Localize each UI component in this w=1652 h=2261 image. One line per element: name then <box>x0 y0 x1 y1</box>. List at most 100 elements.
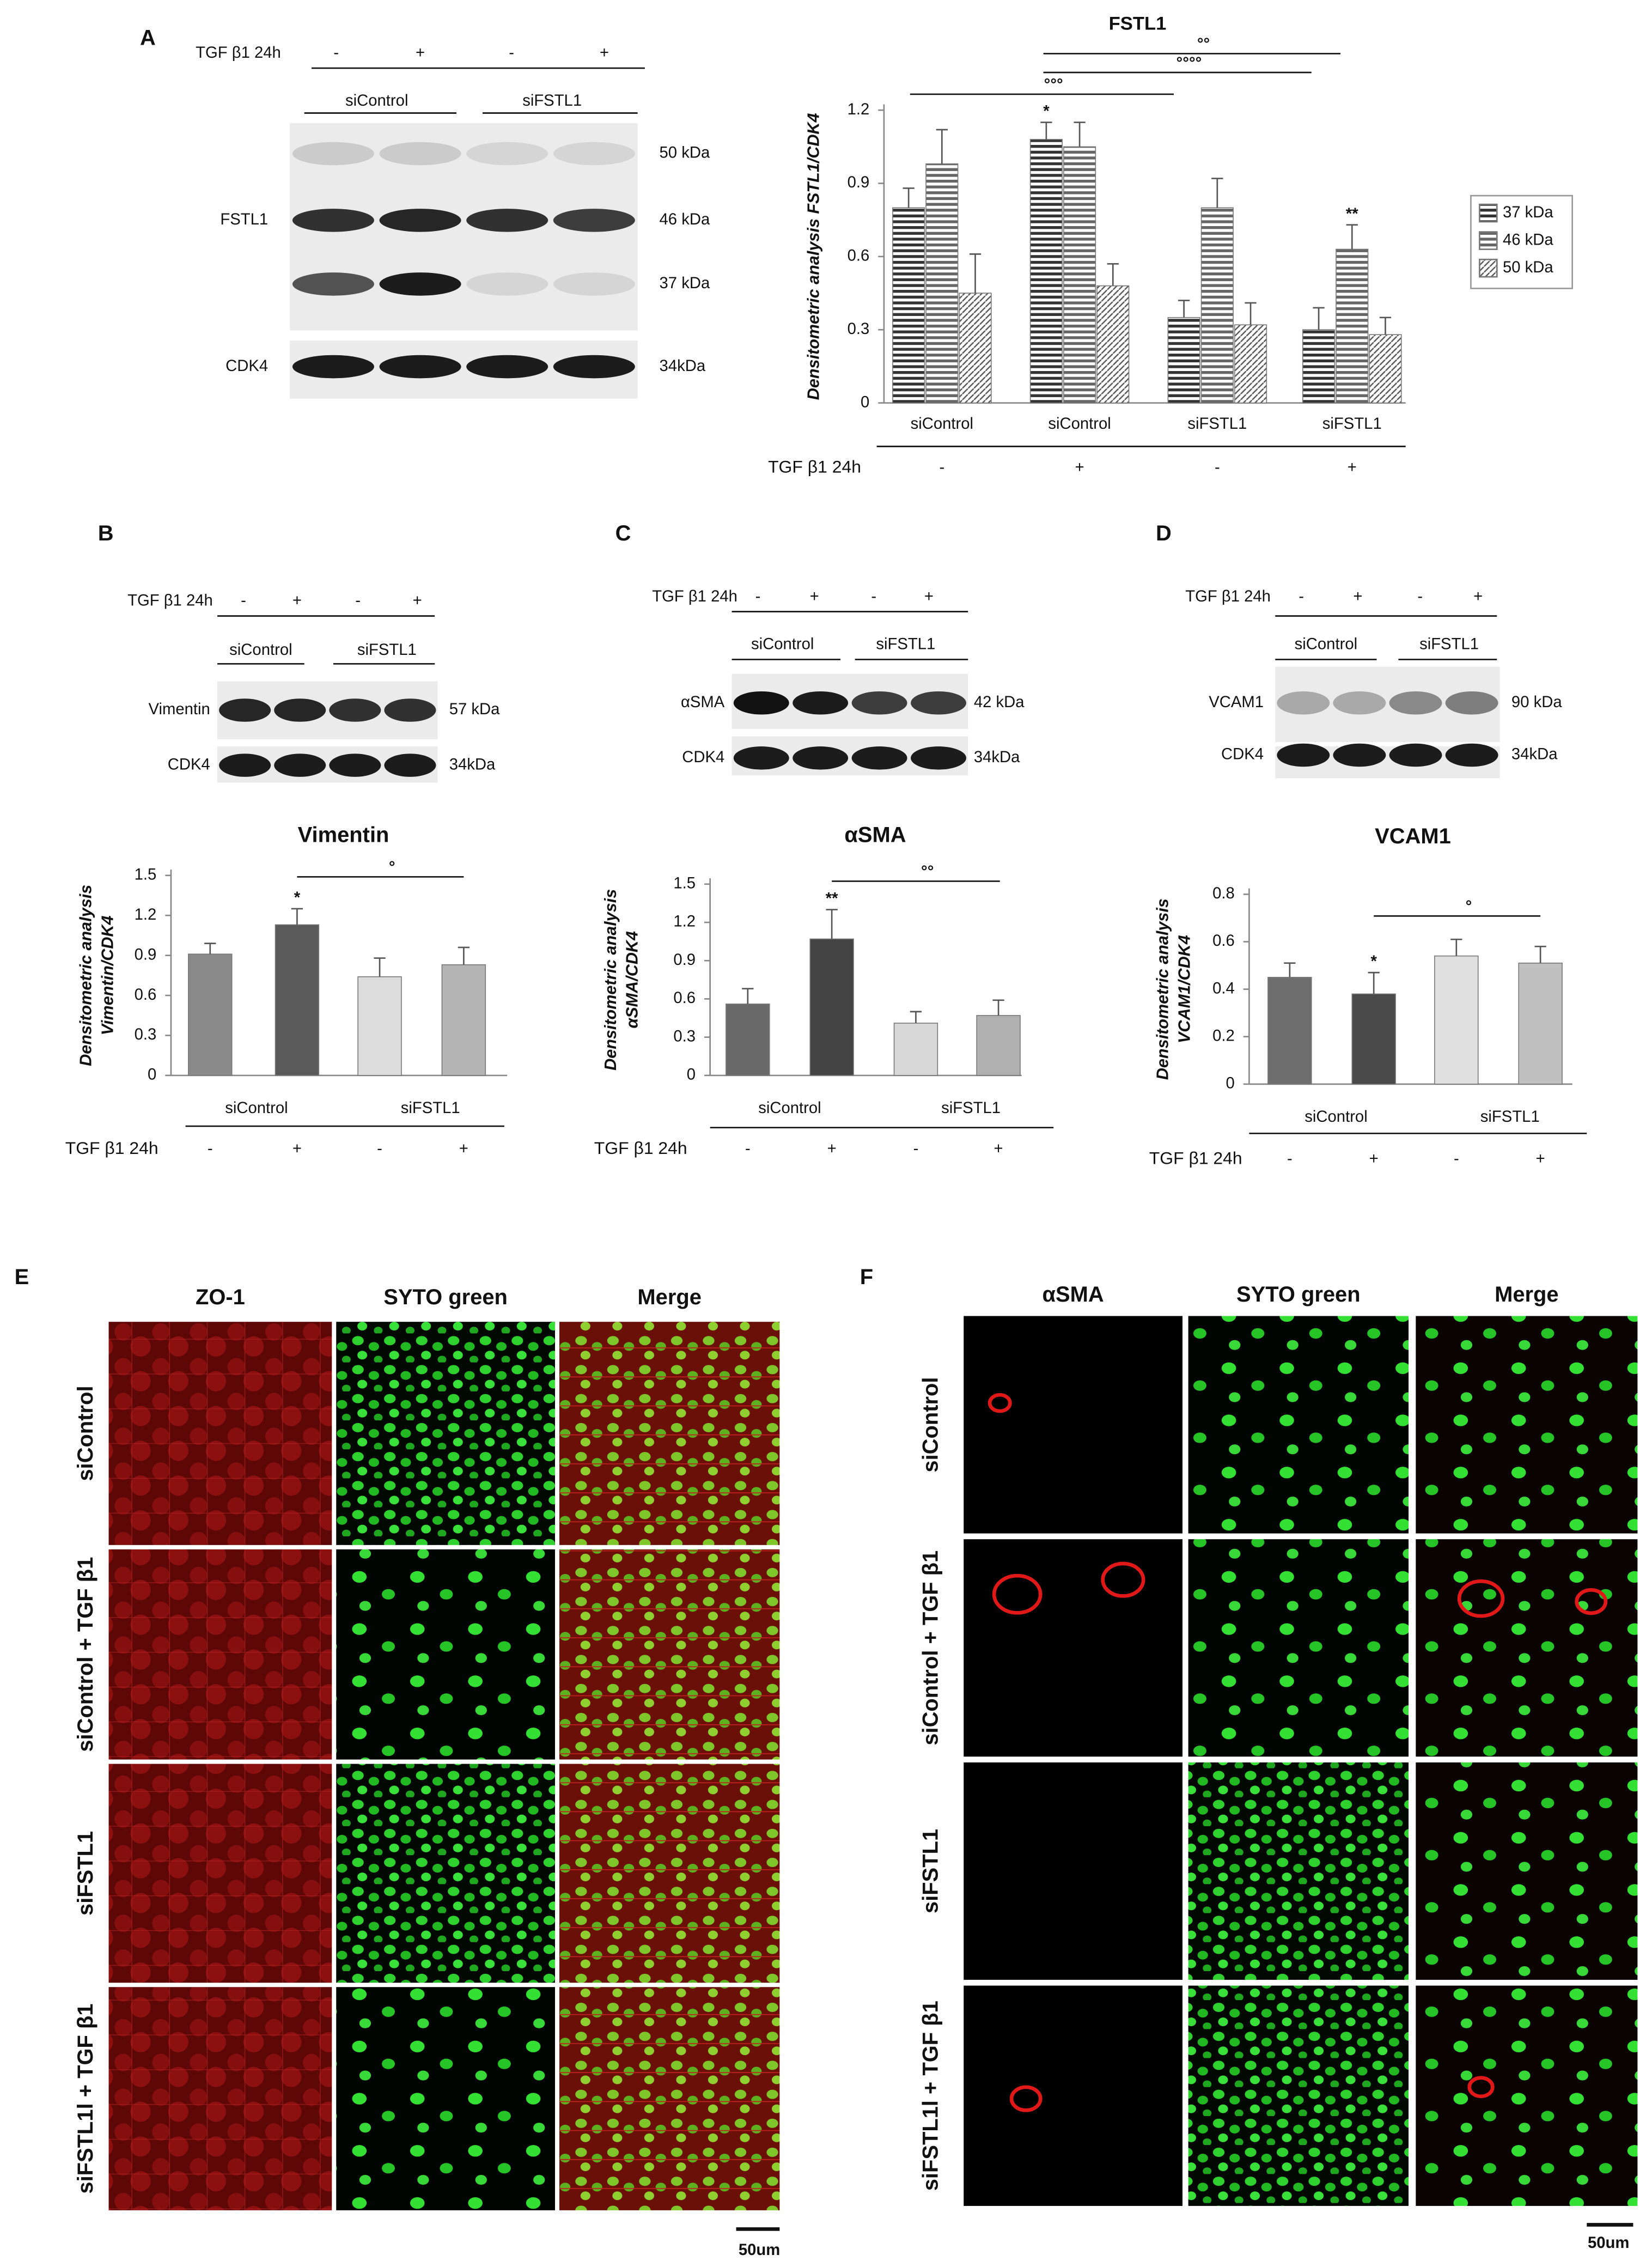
error-bar <box>1040 121 1052 139</box>
stained-cell <box>1009 2085 1043 2112</box>
y-tick-label: 1.2 <box>673 913 696 931</box>
error-bar <box>1534 945 1546 963</box>
band-size: 42 kDa <box>974 694 1025 711</box>
micrograph <box>336 1987 555 2210</box>
band <box>1445 743 1498 767</box>
row-label: siControl <box>74 1385 97 1481</box>
group-label: siControl <box>229 641 292 659</box>
row-label: siControl + TGF β1 <box>918 1551 942 1746</box>
y-tick-label: 0.8 <box>1212 885 1235 902</box>
comparison-label: °° <box>921 863 934 880</box>
row-label: siFSTL1l + TGF β1 <box>918 2001 942 2191</box>
band <box>911 746 966 770</box>
legend-label: 46 kDa <box>1503 231 1553 248</box>
micrograph <box>559 1549 780 1760</box>
y-axis-label: αSMA/CDK4 <box>623 931 642 1029</box>
y-tick-label: 0 <box>861 393 869 411</box>
group-label: siFSTL1 <box>876 636 935 653</box>
group-label: siFSTL1 <box>1419 636 1479 653</box>
comparison-label: °°°° <box>1176 54 1202 72</box>
bar <box>1336 248 1369 404</box>
x-tick-label: - <box>1287 1150 1293 1168</box>
band <box>1389 743 1442 767</box>
treatment-label: TGF β1 24h <box>127 592 213 610</box>
error-bar <box>969 253 982 294</box>
treatment: + <box>600 44 609 62</box>
treatment: - <box>1417 588 1423 605</box>
y-axis-label: VCAM1/CDK4 <box>1175 935 1193 1043</box>
band <box>733 691 789 715</box>
error-bar <box>742 988 754 1004</box>
legend-swatch <box>1479 258 1498 278</box>
treatment-label: TGF β1 24h <box>652 588 737 605</box>
error-bar <box>458 946 470 965</box>
error-bar <box>1107 263 1119 286</box>
scale-bar-label: 50um <box>739 2241 780 2259</box>
panel-label: D <box>1156 521 1172 545</box>
significance-star: ** <box>826 890 838 908</box>
bar <box>892 207 925 404</box>
band <box>292 272 374 296</box>
band <box>379 355 461 379</box>
scale-bar-label: 50um <box>1588 2234 1629 2252</box>
error-bar <box>1346 224 1358 250</box>
bar <box>188 953 233 1076</box>
band-size: 50 kDa <box>660 144 710 162</box>
band <box>553 142 635 166</box>
error-bar <box>826 909 838 939</box>
bar <box>1518 962 1563 1085</box>
significance-star: * <box>1043 103 1050 120</box>
stained-cell <box>987 1393 1012 1413</box>
band <box>793 746 849 770</box>
treatment: + <box>1348 459 1357 476</box>
group-label: siControl <box>1295 636 1357 653</box>
error-bar <box>204 943 216 955</box>
micrograph <box>1416 1316 1638 1534</box>
column-header: SYTO green <box>383 1285 508 1309</box>
x-tick-label: + <box>827 1140 837 1157</box>
error-bar <box>374 957 386 977</box>
error-bar <box>936 129 948 164</box>
group-label: siControl <box>225 1099 288 1117</box>
bar <box>1267 977 1312 1085</box>
treatment: - <box>1215 459 1220 476</box>
treatment: - <box>1299 588 1304 605</box>
error-bar <box>903 187 915 208</box>
column-header: αSMA <box>1043 1283 1104 1306</box>
treatment-label: TGF β1 24h <box>768 457 861 477</box>
blot-row-label: FSTL1 <box>220 211 268 228</box>
row-label: siControl + TGF β1 <box>74 1557 97 1752</box>
panel-label: A <box>140 26 156 50</box>
column-header: Merge <box>637 1285 702 1309</box>
comparison-label: ° <box>1466 898 1472 915</box>
significance-star: ** <box>1346 205 1358 223</box>
treatment: + <box>1353 588 1362 605</box>
legend-label: 37 kDa <box>1503 204 1553 221</box>
treatment: - <box>333 44 339 62</box>
bar <box>357 976 402 1076</box>
band <box>274 698 326 722</box>
treatment: - <box>241 592 246 610</box>
bar <box>976 1015 1021 1076</box>
treatment-label: TGF β1 24h <box>1185 588 1271 605</box>
treatment: + <box>810 588 819 605</box>
x-tick-label: + <box>1536 1150 1545 1168</box>
band <box>274 753 326 777</box>
band-size: 34kDa <box>1511 746 1558 763</box>
panel-label: F <box>860 1265 873 1289</box>
treatment: - <box>755 588 761 605</box>
micrograph <box>1416 1762 1638 1980</box>
blot-row-label: αSMA <box>681 694 725 711</box>
band-size: 46 kDa <box>660 211 710 228</box>
band-size: 37 kDa <box>660 275 710 292</box>
blot-row-label: CDK4 <box>682 749 724 766</box>
treatment-label: TGF β1 24h <box>65 1138 159 1158</box>
group-label: siFSTL1 <box>522 92 582 110</box>
bar <box>1302 329 1336 404</box>
y-tick-label: 0.9 <box>673 951 696 969</box>
error-bar <box>1450 938 1462 956</box>
bar <box>275 924 320 1076</box>
bar <box>441 964 486 1076</box>
band <box>553 209 635 232</box>
